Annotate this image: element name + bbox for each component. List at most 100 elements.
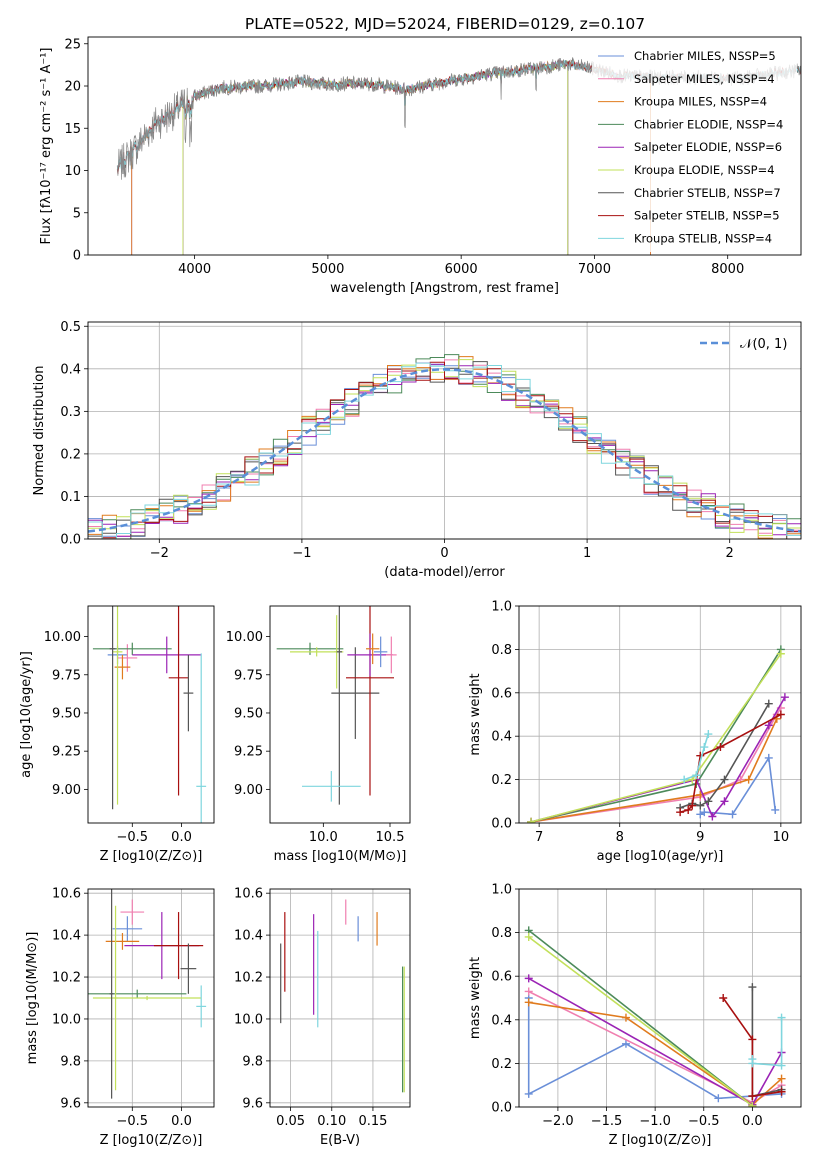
weight-marker <box>777 1087 786 1096</box>
x-tick-label: 10.0 <box>309 830 338 845</box>
x-tick-label: 10 <box>773 830 790 845</box>
x-tick-label: −1 <box>292 546 311 561</box>
weight-marker <box>524 987 533 996</box>
x-tick-label: −0.5 <box>117 1114 149 1129</box>
weight-marker <box>728 810 737 819</box>
weight-marker <box>524 932 533 941</box>
x-tick-label: 8 <box>616 830 624 845</box>
x-axis-label: wavelength [Angstrom, rest frame] <box>330 281 559 296</box>
y-axis-label: Normed distribution <box>32 366 47 496</box>
weight-marker <box>776 649 785 658</box>
y-tick-label: 10.00 <box>226 630 263 645</box>
weight-marker <box>777 1074 786 1083</box>
y-tick-label: 5 <box>73 206 81 221</box>
weight-marker <box>688 801 697 810</box>
y-tick-label: 0.2 <box>60 447 81 462</box>
weight-marker <box>680 775 689 784</box>
x-tick-label: −2.0 <box>542 1114 574 1129</box>
weight-marker <box>777 1013 786 1022</box>
weight-marker <box>764 699 773 708</box>
y-tick-label: 10 <box>64 164 81 179</box>
y-tick-label: 10.6 <box>234 887 263 902</box>
y-tick-label: 10.2 <box>52 971 81 986</box>
y-tick-label: 0.4 <box>491 1013 512 1028</box>
weight-marker <box>764 753 773 762</box>
axes-frame <box>518 605 802 824</box>
weight-marker <box>719 994 728 1002</box>
y-tick-label: 0 <box>73 249 81 264</box>
plot-area-residuals <box>88 354 801 539</box>
y-axis-label: mass weight <box>468 673 483 755</box>
x-tick-label: 0.05 <box>276 1114 305 1129</box>
weight-marker <box>621 1039 630 1048</box>
weight-marker <box>720 797 729 806</box>
x-tick-label: 0.0 <box>171 830 192 845</box>
plot-area-mass-vs-Z <box>88 889 207 1099</box>
axes-mass-vs-Z: −0.5 0.0 9.6 9.8 10.0 10.2 10.4 10.6 Z [log10(Z/… <box>25 887 215 1148</box>
weight-marker <box>714 1094 723 1103</box>
y-axis-label: Flux [fλ10⁻¹⁷ erg cm⁻² s⁻¹ A⁻¹] <box>39 48 54 245</box>
plot-area-weight-vs-Z <box>524 926 786 1107</box>
x-axis-label: E(B-V) <box>320 1133 360 1148</box>
weight-marker <box>776 710 785 719</box>
x-tick-label: 2 <box>726 546 734 561</box>
x-axis-label: Z [log10(Z/Z⊙)] <box>100 849 203 864</box>
weight-line <box>683 733 710 781</box>
y-tick-label: 9.50 <box>52 706 81 721</box>
y-tick-label: 15 <box>64 122 81 137</box>
weight-marker <box>744 775 753 784</box>
axes-weight-vs-age: 7 8 9 10 0.0 0.2 0.4 0.6 0.8 1.0 age [log10(age/yr… <box>468 600 802 864</box>
y-tick-label: 9.50 <box>234 706 263 721</box>
legend-entry: Salpeter MILES, NSSP=4 <box>634 72 775 86</box>
y-axis-label: mass [log10(M/M⊙)] <box>25 932 40 1065</box>
x-tick-label: −2 <box>150 546 169 561</box>
y-tick-label: 1.0 <box>491 883 512 898</box>
x-tick-label: 5000 <box>311 262 344 277</box>
weight-line <box>722 997 782 1098</box>
axes-mass-vs-EBV: 0.05 0.10 0.15 9.6 9.8 10.0 10.2 10.4 10.6 E(B-V) <box>234 887 411 1148</box>
x-tick-label: 8000 <box>711 262 744 277</box>
y-tick-label: 25 <box>64 37 81 52</box>
y-tick-label: 9.75 <box>52 668 81 683</box>
y-tick-label: 9.75 <box>234 668 263 683</box>
x-axis-label: Z [log10(Z/Z⊙)] <box>609 1133 712 1148</box>
weight-marker <box>748 1059 757 1068</box>
residual-histogram <box>88 354 801 539</box>
plot-area-weight-vs-age <box>527 645 789 823</box>
weight-line <box>530 718 778 823</box>
weight-marker <box>748 1101 757 1107</box>
weight-marker <box>771 805 780 814</box>
residual-histogram <box>88 362 801 539</box>
y-tick-label: 9.8 <box>60 1054 81 1069</box>
weight-marker <box>777 1061 786 1070</box>
y-tick-label: 0.4 <box>60 362 81 377</box>
weight-line <box>528 1001 783 1106</box>
x-tick-label: −0.5 <box>117 830 149 845</box>
y-tick-label: 9.6 <box>60 1096 81 1111</box>
x-tick-label: −0.5 <box>688 1114 720 1129</box>
weight-marker <box>748 1092 757 1101</box>
legend: 𝒩(0, 1) <box>700 337 787 352</box>
x-tick-label: 0 <box>440 546 448 561</box>
weight-marker <box>764 721 773 730</box>
plot-area-mass-vs-EBV <box>280 899 405 1093</box>
axes-spectrum: Chabrier MILES, NSSP=5 Salpeter MILES, NS… <box>39 36 802 296</box>
y-tick-label: 0.4 <box>491 730 512 745</box>
axes-frame <box>87 36 802 256</box>
weight-line <box>751 1017 783 1067</box>
y-tick-label: 0.8 <box>491 926 512 941</box>
y-tick-label: 0.2 <box>491 773 512 788</box>
y-tick-label: 9.8 <box>242 1054 263 1069</box>
y-tick-label: 0.2 <box>491 1057 512 1072</box>
legend-box <box>592 42 797 252</box>
weight-marker <box>700 743 709 752</box>
y-tick-label: 0.8 <box>491 643 512 658</box>
y-tick-label: 10.4 <box>52 929 81 944</box>
weight-marker <box>748 1035 757 1044</box>
x-tick-label: 0.0 <box>742 1114 763 1129</box>
weight-marker <box>684 805 693 814</box>
y-tick-label: 20 <box>64 80 81 95</box>
residual-histogram <box>88 361 801 539</box>
weight-line <box>699 755 776 816</box>
